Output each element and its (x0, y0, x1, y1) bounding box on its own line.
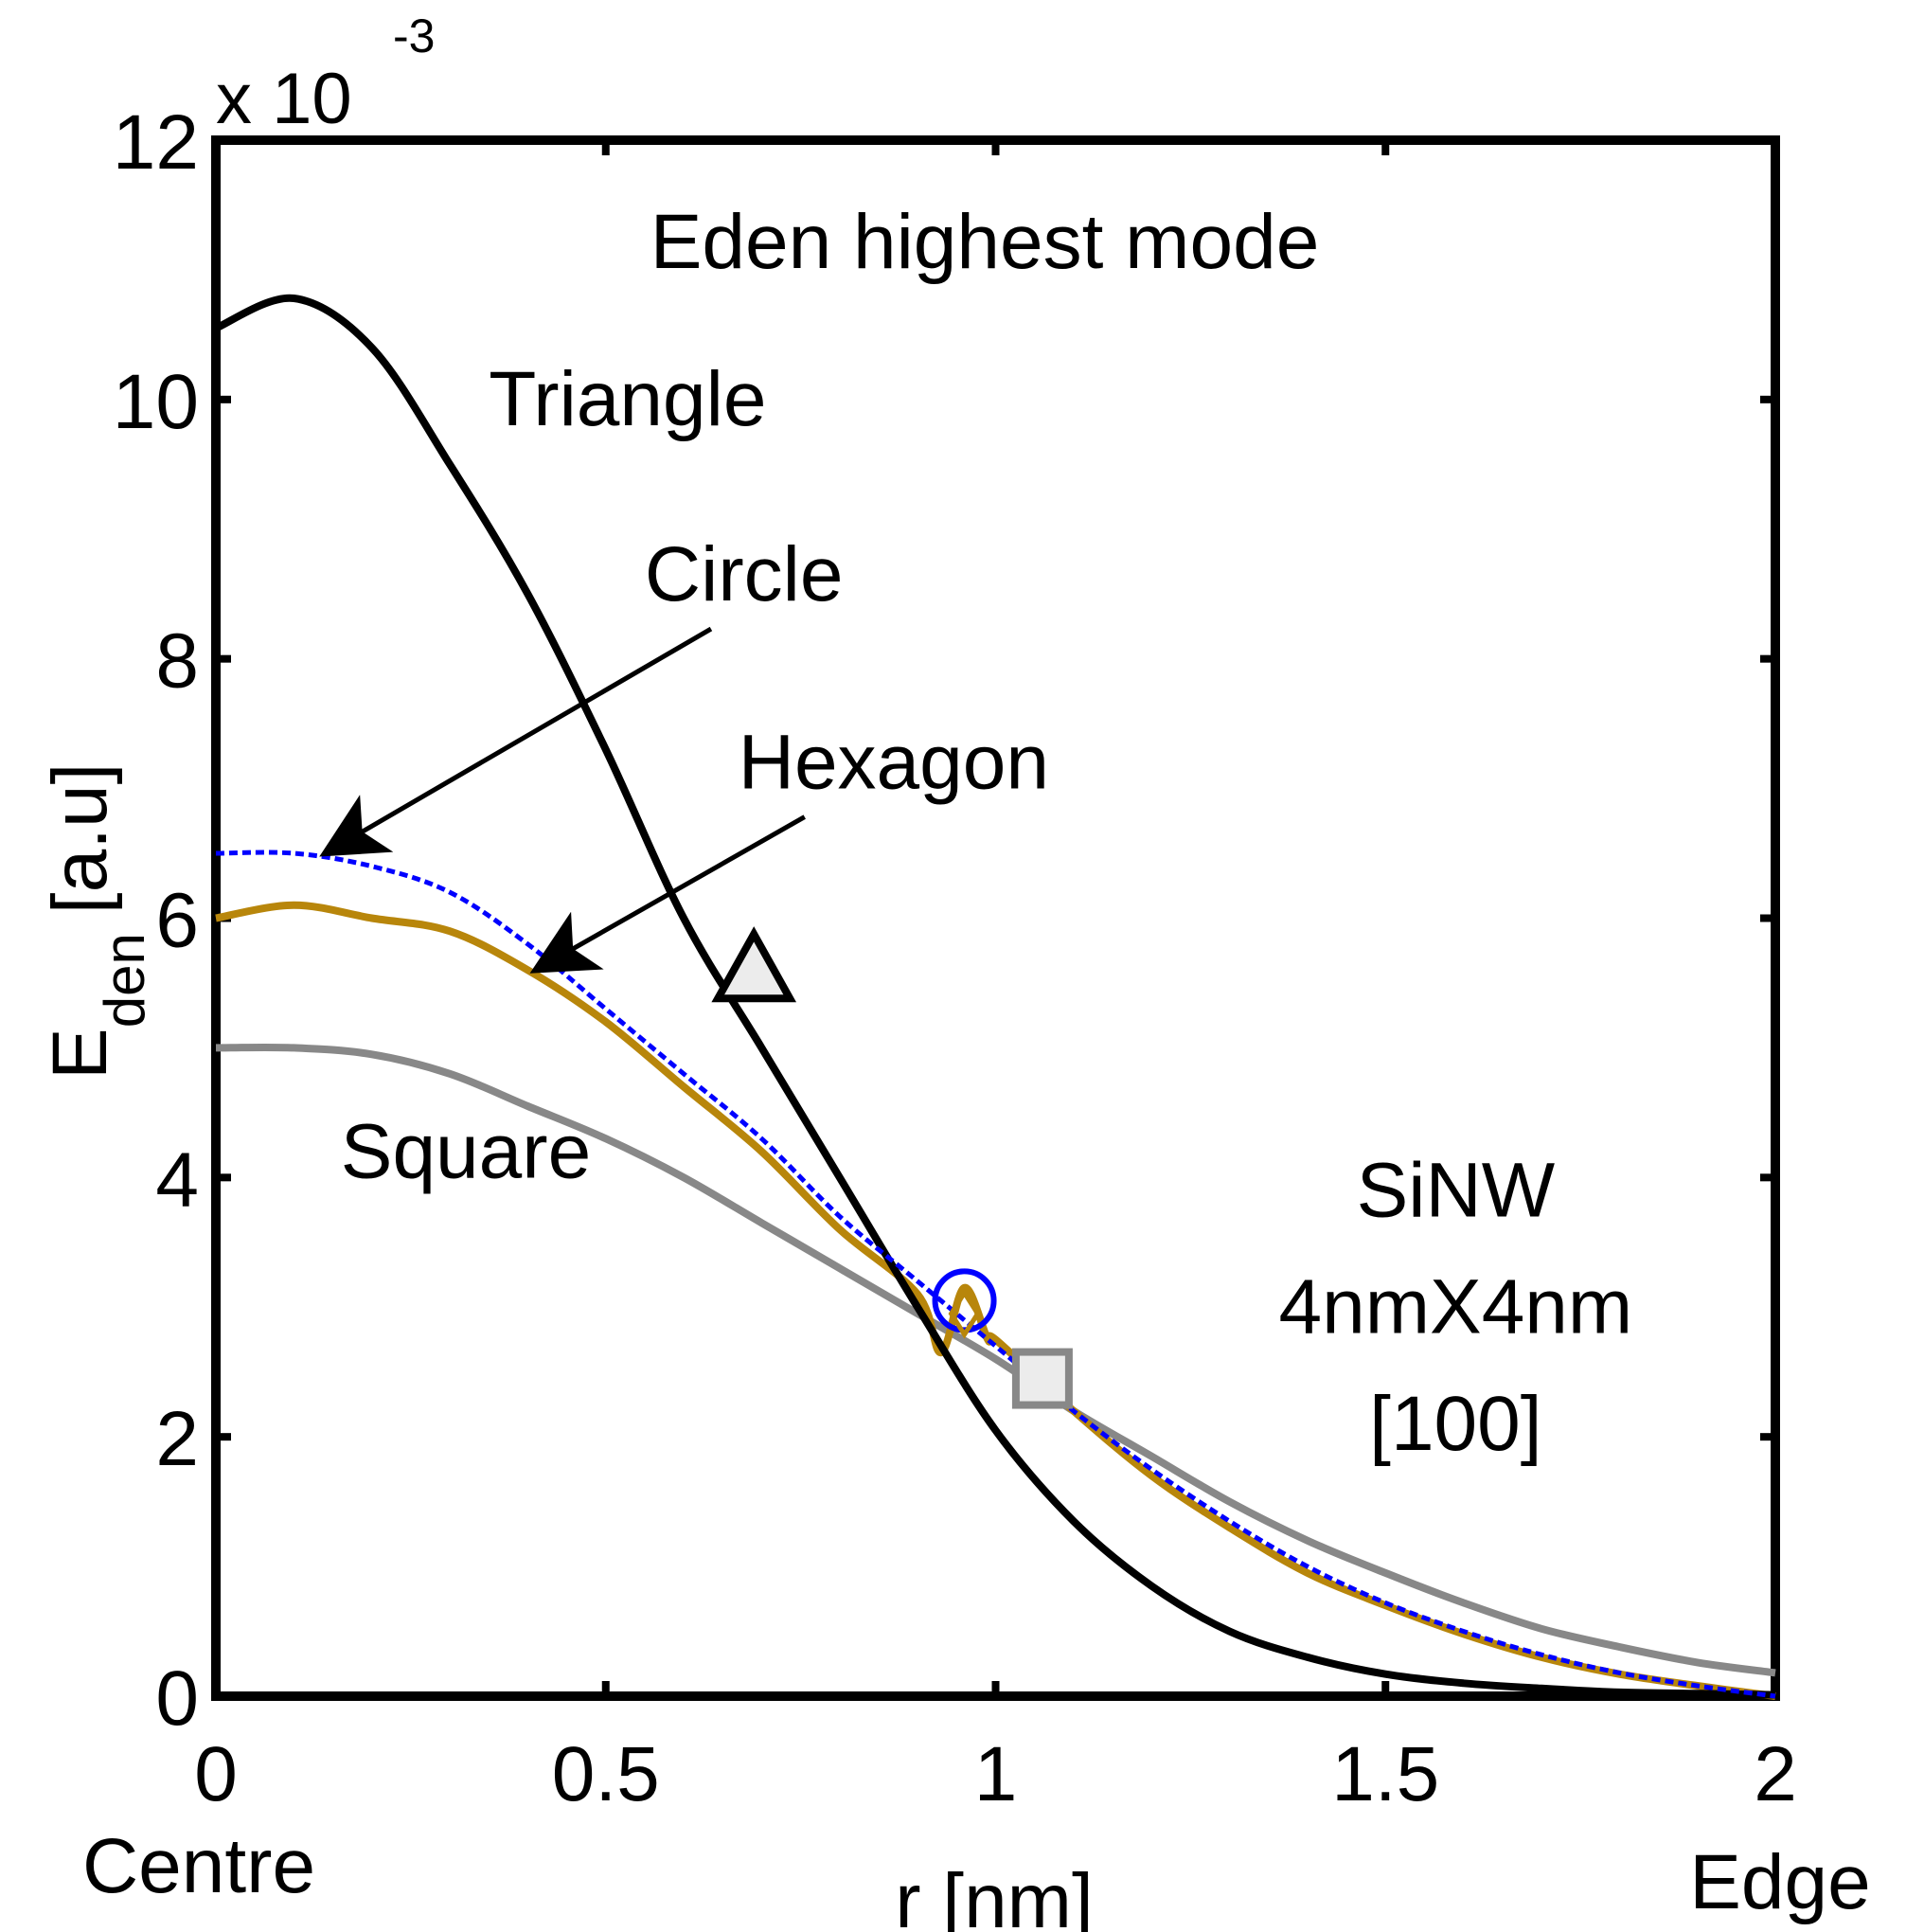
marker-layer (711, 926, 1073, 1409)
chart-title: Eden highest mode (650, 199, 1320, 285)
series-line-square (215, 1043, 1776, 1677)
series-marker-triangle (711, 926, 797, 1003)
annotation-square: Square (341, 1108, 591, 1194)
y-tick-label: 0 (155, 1655, 199, 1742)
x-axis-label: r [nm] (895, 1858, 1094, 1932)
y-axis-label-unit: [a.u] (37, 763, 123, 915)
series-marker-circle (932, 1268, 997, 1333)
x-tick-label: 0.5 (552, 1731, 660, 1817)
series-line-circle (215, 850, 1776, 1699)
series-marker-square (1011, 1348, 1073, 1409)
y-exponent-base: x 10 (216, 59, 352, 139)
y-axis-label-main: E (37, 1028, 123, 1080)
annotation-4nmx4nm: 4nmX4nm (1278, 1264, 1632, 1351)
series-layer (214, 294, 1776, 1700)
y-axis-label-sub: den (93, 933, 156, 1028)
series-marker-hexagon (948, 1288, 981, 1339)
y-tick-label: 10 (113, 359, 199, 445)
x-end-label: Edge (1689, 1839, 1871, 1925)
y-tick-label: 8 (155, 618, 199, 705)
series-line-hexagon (215, 901, 1776, 1700)
y-exponent-power: -3 (393, 9, 435, 63)
tick-labels: 0 0.5 1 1.5 2 0 2 4 6 8 10 12 (113, 99, 1797, 1817)
y-tick-label: 2 (155, 1396, 199, 1482)
x-start-label: Centre (82, 1823, 315, 1909)
series-line-triangle (214, 294, 1776, 1699)
x-tick-label: 2 (1754, 1731, 1797, 1817)
y-tick-label: 4 (155, 1136, 199, 1223)
annotation-arrow (529, 814, 806, 974)
x-tick-label: 1.5 (1331, 1731, 1439, 1817)
annotation-sinw: SiNW (1357, 1147, 1556, 1233)
y-axis-label: Eden [a.u] (37, 763, 156, 1080)
annotation-layer: Triangle Circle Hexagon Square SiNW 4nmX4nm [1… (319, 356, 1632, 1467)
svg-text:Eden[a.u]: Eden [a.u] (37, 763, 156, 1080)
annotation-arrow (319, 626, 713, 857)
y-tick-label: 12 (113, 99, 199, 186)
annotation-hexagon: Hexagon (739, 720, 1049, 806)
annotation-triangle: Triangle (489, 356, 766, 442)
y-tick-label: 6 (155, 878, 199, 964)
annotation-circle: Circle (645, 531, 844, 617)
x-tick-label: 0 (194, 1731, 238, 1817)
annotation-100: [100] (1369, 1381, 1541, 1467)
x-tick-label: 1 (974, 1731, 1018, 1817)
